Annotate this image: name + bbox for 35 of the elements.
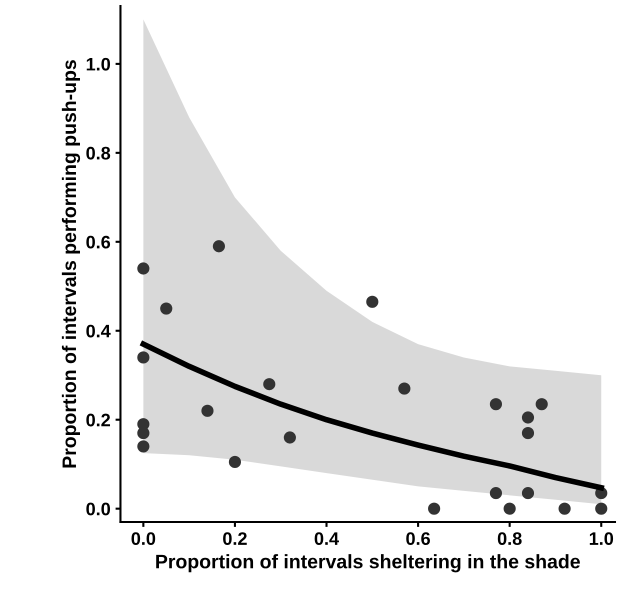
y-tick-label: 0.2 xyxy=(86,414,110,426)
point xyxy=(137,262,150,275)
point xyxy=(263,378,276,390)
point xyxy=(212,240,225,252)
point xyxy=(504,502,516,515)
x-axis-title: Proportion of intervals sheltering in the shade xyxy=(156,554,580,572)
point xyxy=(490,487,502,500)
point xyxy=(160,302,172,315)
x-tick-label: 0.6 xyxy=(406,532,430,546)
point xyxy=(366,296,378,308)
x-tick-label: 0.4 xyxy=(314,532,339,546)
point xyxy=(428,502,440,515)
point xyxy=(558,502,571,515)
point xyxy=(595,502,608,515)
y-tick-label: 0.4 xyxy=(86,324,111,338)
y-tick-label: 0.6 xyxy=(86,236,110,249)
point xyxy=(522,411,534,424)
x-tick-label: 1.0 xyxy=(590,532,614,546)
x-tick-label: 0.2 xyxy=(223,532,247,546)
x-tick-label: 0.8 xyxy=(498,532,522,546)
x-tick-label: 0.0 xyxy=(132,532,156,546)
y-tick-label: 0.8 xyxy=(86,146,110,160)
y-tick-label: 1.0 xyxy=(86,58,110,71)
y-tick-label: 0.0 xyxy=(86,502,110,516)
point xyxy=(398,382,410,395)
point xyxy=(284,431,296,444)
point xyxy=(522,426,534,440)
point xyxy=(137,351,150,364)
point xyxy=(201,404,214,417)
point xyxy=(228,456,242,468)
y-axis-title: Proportion of intervals performing push-ups xyxy=(62,60,80,468)
point xyxy=(536,398,548,410)
point xyxy=(137,440,150,452)
point xyxy=(490,398,502,410)
point xyxy=(522,487,534,500)
